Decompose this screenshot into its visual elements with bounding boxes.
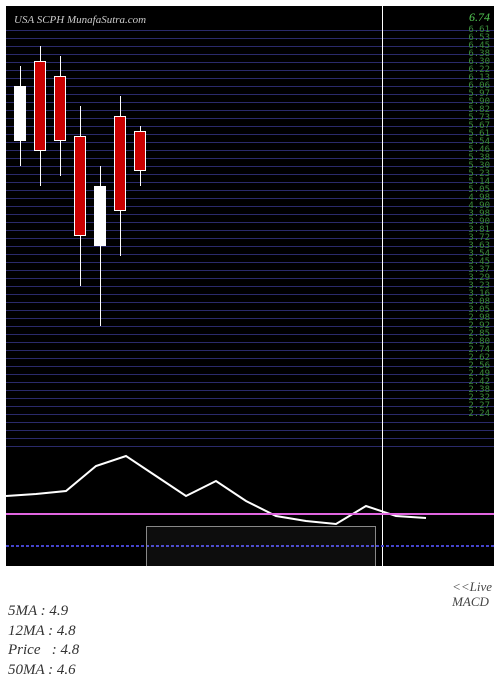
- symbol-label: USA SCPH: [14, 14, 64, 26]
- price-value: 4.8: [60, 642, 79, 658]
- ma50-value: 4.6: [57, 662, 76, 678]
- indicator-caption-line2: MACD: [452, 594, 492, 610]
- site-label: MunafaSutra.com: [67, 14, 146, 26]
- chart-container: USA SCPH MunafaSutra.com 6.74 6.616.536.…: [0, 0, 500, 700]
- ma12-row: 12MA : 4.8: [8, 622, 79, 642]
- price-label: Price: [8, 642, 40, 658]
- indicator-overlay: [6, 6, 494, 566]
- ma5-label: 5MA: [8, 603, 37, 619]
- indicator-caption-line1: <<Live: [452, 579, 492, 595]
- ma12-label: 12MA: [8, 623, 44, 639]
- price-row: Price : 4.8: [8, 641, 79, 661]
- ma12-value: 4.8: [57, 623, 76, 639]
- info-panel: 5MA : 4.9 12MA : 4.8 Price : 4.8 50MA : …: [8, 602, 79, 680]
- ma5-value: 4.9: [49, 603, 68, 619]
- indicator-caption: <<Live MACD: [452, 579, 492, 610]
- chart-header: USA SCPH MunafaSutra.com: [14, 14, 146, 26]
- ma50-row: 50MA : 4.6: [8, 661, 79, 681]
- ma5-row: 5MA : 4.9: [8, 602, 79, 622]
- candlestick-chart: USA SCPH MunafaSutra.com 6.74 6.616.536.…: [6, 6, 494, 566]
- indicator-box: [146, 526, 376, 566]
- ma50-label: 50MA: [8, 662, 44, 678]
